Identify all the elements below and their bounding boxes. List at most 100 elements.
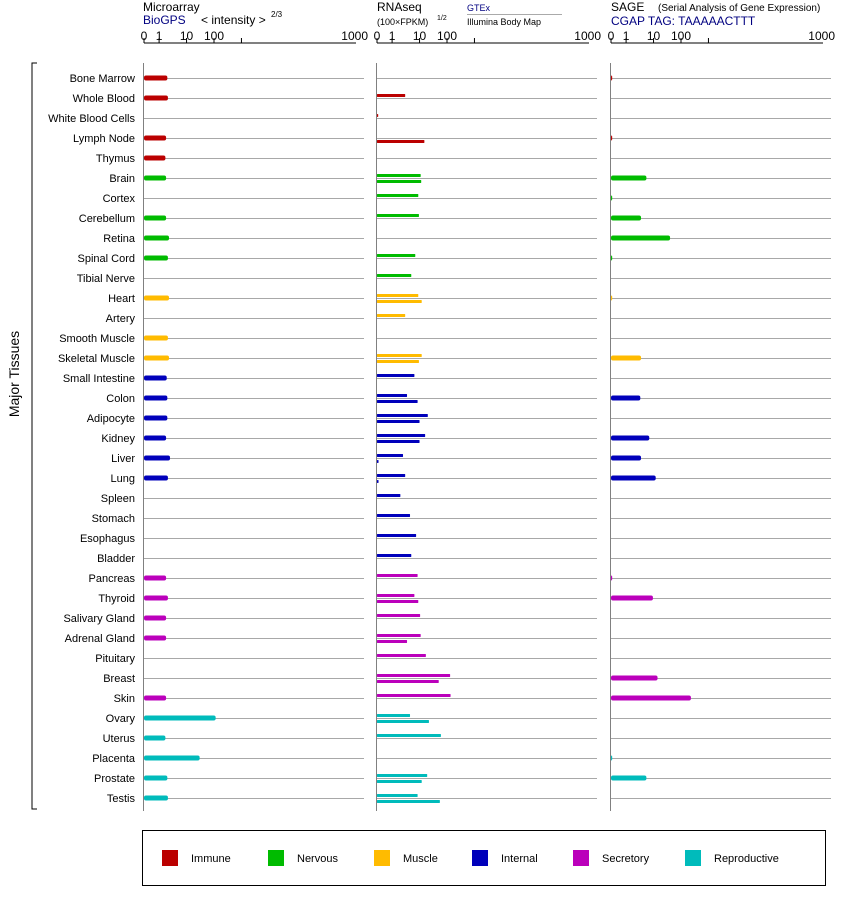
rnaseq-gtex-bar — [377, 94, 406, 97]
sage-bar — [611, 435, 650, 441]
rnaseq-gtex-bar — [377, 414, 428, 417]
y-axis-label: Major Tissues — [6, 331, 22, 417]
rnaseq-gtex-bar — [377, 314, 406, 317]
microarray-bar — [144, 235, 170, 241]
tissue-label: Prostate — [94, 773, 135, 785]
legend-label: Internal — [501, 853, 538, 865]
rnaseq-ibm-bar — [377, 180, 422, 183]
microarray-bar — [144, 75, 168, 81]
sage-tick-label: 1 — [623, 29, 630, 43]
microarray-bar — [144, 395, 168, 401]
rnaseq-gtex-bar — [377, 274, 412, 277]
microarray-bar — [144, 455, 171, 461]
tissue-label: Liver — [111, 453, 135, 465]
rnaseq-gtex-bar — [377, 174, 421, 177]
microarray-bar — [144, 695, 167, 701]
rnaseq-gtex-bar — [377, 734, 441, 737]
tissue-label: Lung — [111, 473, 135, 485]
microarray-tick-label: 1 — [156, 29, 163, 43]
tissue-label: Whole Blood — [73, 93, 135, 105]
sage-bar — [611, 695, 691, 701]
tissue-label: Heart — [108, 293, 135, 305]
rnaseq-gtex-bar — [377, 634, 421, 637]
legend: Immune Nervous Muscle Internal Secretory Repr… — [162, 850, 779, 866]
tissue-label: Adrenal Gland — [65, 633, 135, 645]
sage-title: SAGE — [611, 0, 644, 14]
rnaseq-gtex-bar — [377, 694, 451, 697]
tissue-label: Bladder — [97, 553, 135, 565]
rnaseq-ibm-bar — [377, 440, 420, 443]
microarray-bar — [144, 375, 167, 381]
rnaseq-gtex-bar — [377, 714, 411, 717]
rnaseq-gtex-bar — [377, 474, 406, 477]
sage-bar — [611, 455, 642, 461]
tissue-label: Uterus — [103, 733, 136, 745]
microarray-bar — [144, 255, 168, 261]
rnaseq-ibm-bar — [377, 360, 419, 363]
sage-bar — [611, 195, 613, 201]
microarray-bar — [144, 155, 166, 161]
microarray-tick-label: 1000 — [341, 29, 368, 43]
tissue-label: Small Intestine — [63, 373, 135, 385]
gtex-source-link[interactable]: GTEx — [467, 3, 491, 13]
rnaseq-gtex-bar — [377, 394, 408, 397]
tissue-label: Lymph Node — [73, 133, 135, 145]
rnaseq-ibm-bar — [377, 140, 425, 143]
tissue-label: Bone Marrow — [70, 73, 135, 85]
microarray-tick-label: 100 — [204, 29, 224, 43]
microarray-bar — [144, 135, 167, 141]
legend-swatch — [374, 850, 390, 866]
tissue-label: Spleen — [101, 493, 135, 505]
microarray-bar — [144, 335, 168, 341]
sage-bar — [611, 575, 613, 581]
bars-layer — [144, 75, 691, 803]
microarray-unit-exponent: 2/3 — [271, 10, 283, 19]
rnaseq-gtex-bar — [377, 614, 421, 617]
microarray-bar — [144, 435, 167, 441]
rnaseq-gtex-bar — [377, 794, 418, 797]
sage-bar — [611, 775, 647, 781]
microarray-source-link[interactable]: BioGPS — [143, 13, 186, 27]
tissue-label: Spinal Cord — [78, 253, 135, 265]
rnaseq-gtex-bar — [377, 594, 415, 597]
rnaseq-gtex-bar — [377, 354, 422, 357]
tissue-label: White Blood Cells — [48, 113, 135, 125]
sage-bar — [611, 395, 641, 401]
tissue-label: Pancreas — [89, 573, 136, 585]
rnaseq-unit-exponent: 1/2 — [437, 15, 447, 22]
microarray-tick-label: 10 — [180, 29, 194, 43]
rnaseq-ibm-bar — [377, 640, 408, 643]
tissue-label: Pituitary — [95, 653, 135, 665]
sage-tick-label: 1000 — [808, 29, 835, 43]
microarray-bar — [144, 215, 167, 221]
tissue-label: Artery — [106, 313, 136, 325]
rnaseq-gtex-bar — [377, 514, 411, 517]
rnaseq-gtex-bar — [377, 294, 419, 297]
rnaseq-ibm-bar — [377, 720, 429, 723]
sage-bar — [611, 595, 653, 601]
microarray-bar — [144, 95, 168, 101]
rnaseq-gtex-bar — [377, 434, 426, 437]
legend-label: Muscle — [403, 853, 438, 865]
tissue-label: Skeletal Muscle — [58, 353, 135, 365]
rnaseq-gtex-bar — [377, 554, 412, 557]
tissue-label: Thyroid — [98, 593, 135, 605]
legend-label: Reproductive — [714, 853, 779, 865]
tissue-label: Thymus — [96, 153, 136, 165]
sage-tag-link[interactable]: CGAP TAG: TAAAAACTTT — [611, 14, 756, 28]
microarray-bar — [144, 755, 200, 761]
tissue-label: Testis — [107, 793, 136, 805]
rnaseq-tick-label: 1 — [389, 29, 396, 43]
legend-label: Secretory — [602, 853, 650, 865]
rnaseq-gtex-bar — [377, 214, 419, 217]
microarray-bar — [144, 735, 166, 741]
tissue-label: Tibial Nerve — [77, 273, 135, 285]
sage-bar — [611, 675, 658, 681]
microarray-bar — [144, 355, 170, 361]
sage-bar — [611, 355, 642, 361]
tissue-label: Colon — [106, 393, 135, 405]
rnaseq-gtex-bar — [377, 454, 404, 457]
legend-swatch — [268, 850, 284, 866]
axes-layer: 0 1 10 100 1000 0 1 10 100 1000 0 1 10 100 1000 — [141, 29, 835, 811]
sage-bar — [611, 75, 613, 81]
